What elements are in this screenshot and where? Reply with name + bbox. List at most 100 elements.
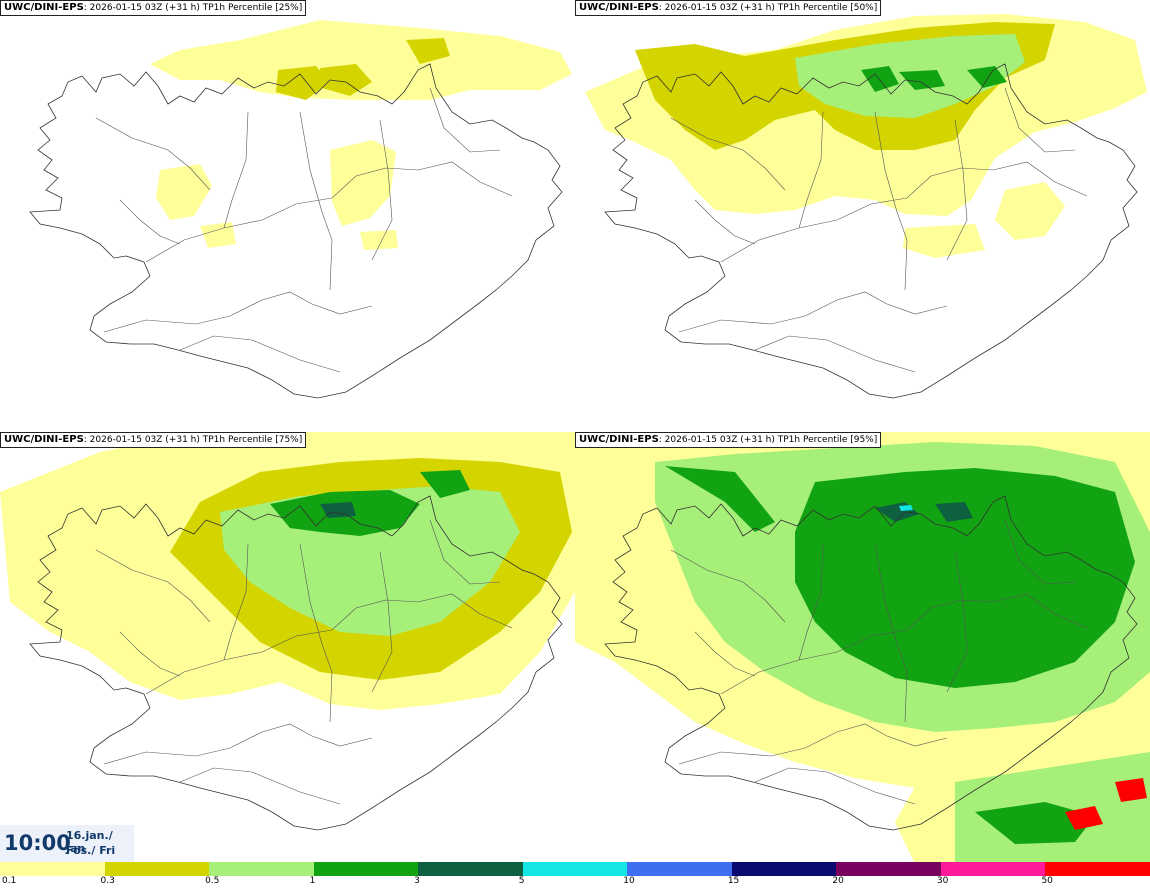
precip-area: [406, 38, 450, 64]
precip-area: [995, 182, 1065, 240]
legend-tick-label: 50: [1041, 876, 1053, 886]
legend-tick-label: 3: [414, 876, 420, 886]
precip-area: [200, 222, 236, 248]
legend-tick-label: 0.5: [205, 876, 220, 886]
road-line: [103, 723, 373, 765]
road-line: [946, 551, 968, 693]
road-line: [179, 767, 341, 805]
road-line: [119, 199, 181, 245]
road-line: [103, 291, 373, 333]
road-line: [694, 631, 756, 677]
legend-swatch: [418, 862, 524, 876]
panel-title: UWC/DINI-EPS: 2026-01-15 03Z (+31 h) TP1…: [0, 0, 307, 16]
road-line: [429, 519, 501, 585]
precip-area: [360, 230, 398, 250]
legend-tick-label: 20: [832, 876, 844, 886]
coastline-path: [29, 495, 563, 831]
legend-swatch: [209, 862, 315, 876]
map-panel-p95: UWC/DINI-EPS: 2026-01-15 03Z (+31 h) TP1…: [575, 432, 1150, 864]
road-line: [1004, 87, 1076, 153]
road-line: [670, 117, 786, 191]
road-line: [874, 111, 908, 291]
panel-title: UWC/DINI-EPS: 2026-01-15 03Z (+31 h) TP1…: [575, 432, 882, 448]
legend-tick-label: 5: [518, 876, 525, 886]
iceland-map: [0, 432, 575, 831]
coastline: [604, 495, 1138, 831]
precip-field: [575, 432, 1150, 864]
road-line: [119, 631, 181, 677]
legend-swatch: [940, 862, 1047, 876]
legend-tick-label: 30: [936, 876, 949, 886]
color-legend: 0.1 0.3 0.5 1 3 5 10 15 20 30 50: [0, 862, 1150, 891]
precip-area: [967, 66, 1007, 88]
road-line: [678, 291, 948, 333]
precip-area: [320, 502, 356, 518]
precip-area: [330, 140, 396, 226]
iceland-map: [585, 14, 1147, 399]
coastline-path: [29, 63, 563, 399]
road-line: [371, 551, 393, 693]
legend-swatch: [313, 862, 420, 876]
panel-title: UWC/DINI-EPS: 2026-01-15 03Z (+31 h) TP1…: [0, 432, 307, 448]
road-line: [145, 161, 513, 263]
precip-area: [420, 470, 470, 498]
legend-tick-label: 15: [727, 876, 740, 886]
road-line: [95, 117, 211, 191]
road-line: [798, 111, 824, 229]
map-panel-p25: UWC/DINI-EPS: 2026-01-15 03Z (+31 h) TP1…: [0, 0, 575, 432]
precip-area: [276, 66, 330, 100]
precip-area: [1115, 778, 1147, 802]
iceland-map: [575, 432, 1150, 864]
road-line: [754, 335, 916, 373]
legend-swatch: [627, 862, 733, 876]
precip-area: [935, 502, 973, 522]
precip-field: [585, 14, 1147, 258]
precip-area: [975, 802, 1095, 844]
precip-area: [150, 20, 572, 100]
legend-swatch: [1045, 862, 1150, 876]
legend-swatch: [522, 862, 629, 876]
iceland-map: [29, 20, 572, 399]
coastline-path: [604, 63, 1138, 399]
road-line: [678, 723, 948, 765]
road-line: [299, 111, 333, 291]
road-line: [946, 119, 968, 261]
road-line: [145, 593, 513, 695]
road-line: [223, 111, 249, 229]
road-line: [371, 119, 393, 261]
road-line: [1004, 519, 1076, 585]
precip-area: [861, 66, 899, 92]
legend-tick-label: 10: [623, 876, 635, 886]
coastline: [29, 63, 563, 399]
valid-date: 16.jan./ Jan: [66, 829, 113, 855]
road-line: [798, 543, 824, 661]
legend-tick-label: 0.3: [100, 876, 115, 886]
road-line: [95, 549, 211, 623]
road-line: [179, 335, 341, 373]
legend-swatch: [836, 862, 942, 876]
precip-area: [899, 505, 913, 511]
road-line: [694, 199, 756, 245]
precip-area: [1065, 806, 1103, 830]
road-line: [223, 543, 249, 661]
precip-field: [150, 20, 572, 250]
road-line: [720, 161, 1088, 263]
valid-weekday: Fös./ Fri: [66, 844, 116, 857]
panel-title: UWC/DINI-EPS: 2026-01-15 03Z (+31 h) TP1…: [575, 0, 882, 16]
legend-swatch: [0, 862, 106, 876]
precip-area: [665, 466, 775, 532]
legend-tick-label: 1: [309, 876, 316, 886]
precip-area: [795, 468, 1135, 688]
road-line: [720, 593, 1088, 695]
coastline: [604, 63, 1138, 399]
precip-area: [320, 64, 372, 96]
road-line: [429, 87, 501, 153]
legend-swatch: [104, 862, 211, 876]
road-line: [670, 549, 786, 623]
legend-tick-label: 0.1: [2, 876, 17, 886]
coastline-path: [604, 495, 1138, 831]
precip-area: [903, 224, 985, 258]
legend-swatch: [731, 862, 838, 876]
road-line: [874, 543, 908, 723]
road-line: [754, 767, 916, 805]
